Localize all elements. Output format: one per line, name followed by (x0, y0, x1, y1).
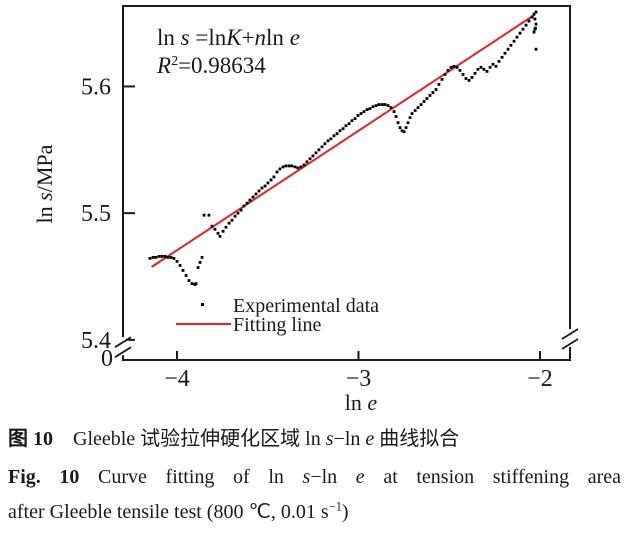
y-tick-label: 5.5 (81, 201, 111, 227)
y-axis-origin-label: 0 (101, 346, 113, 372)
axis-break-left (114, 336, 132, 358)
lns-lne-chart: 5.4 5.5 5.6 0 −4 −3 −2 ln s =lnK+nln e R2=0.9863… (32, 5, 579, 415)
x-tick-label: −4 (164, 366, 190, 392)
axis-break-right (561, 328, 579, 350)
scatter-points (148, 10, 538, 286)
legend-label-fitting-line: Fitting line (233, 314, 321, 336)
x-axis-label: ln e (345, 390, 378, 415)
x-tick-label: −3 (346, 366, 372, 392)
y-tick-label: 5.6 (81, 74, 111, 100)
equation-annotation: ln s =lnK+nln e (157, 25, 300, 50)
y-axis: 5.4 5.5 5.6 0 (81, 74, 135, 372)
figure-caption-english-line2: after Gleeble tensile test (800 ℃, 0.01 … (8, 499, 349, 523)
x-axis: −4 −3 −2 (164, 351, 553, 392)
fit-line (151, 14, 536, 268)
y-tick-label: 5.4 (81, 328, 111, 354)
figure-caption-english-line1: Fig. 10 Curve fitting of ln s−ln e at te… (8, 466, 621, 488)
plot-frame (122, 5, 571, 361)
x-tick-label: −2 (527, 366, 553, 392)
y-axis-label: ln s/MPa (32, 144, 57, 223)
figure-caption-chinese: 图 10 Gleeble 试验拉伸硬化区域 ln s−ln e 曲线拟合 (8, 428, 460, 450)
r-squared-annotation: R2=0.98634 (156, 53, 266, 78)
legend-label-experimental-data: Experimental data (233, 295, 379, 317)
legend-point-marker (201, 303, 204, 306)
